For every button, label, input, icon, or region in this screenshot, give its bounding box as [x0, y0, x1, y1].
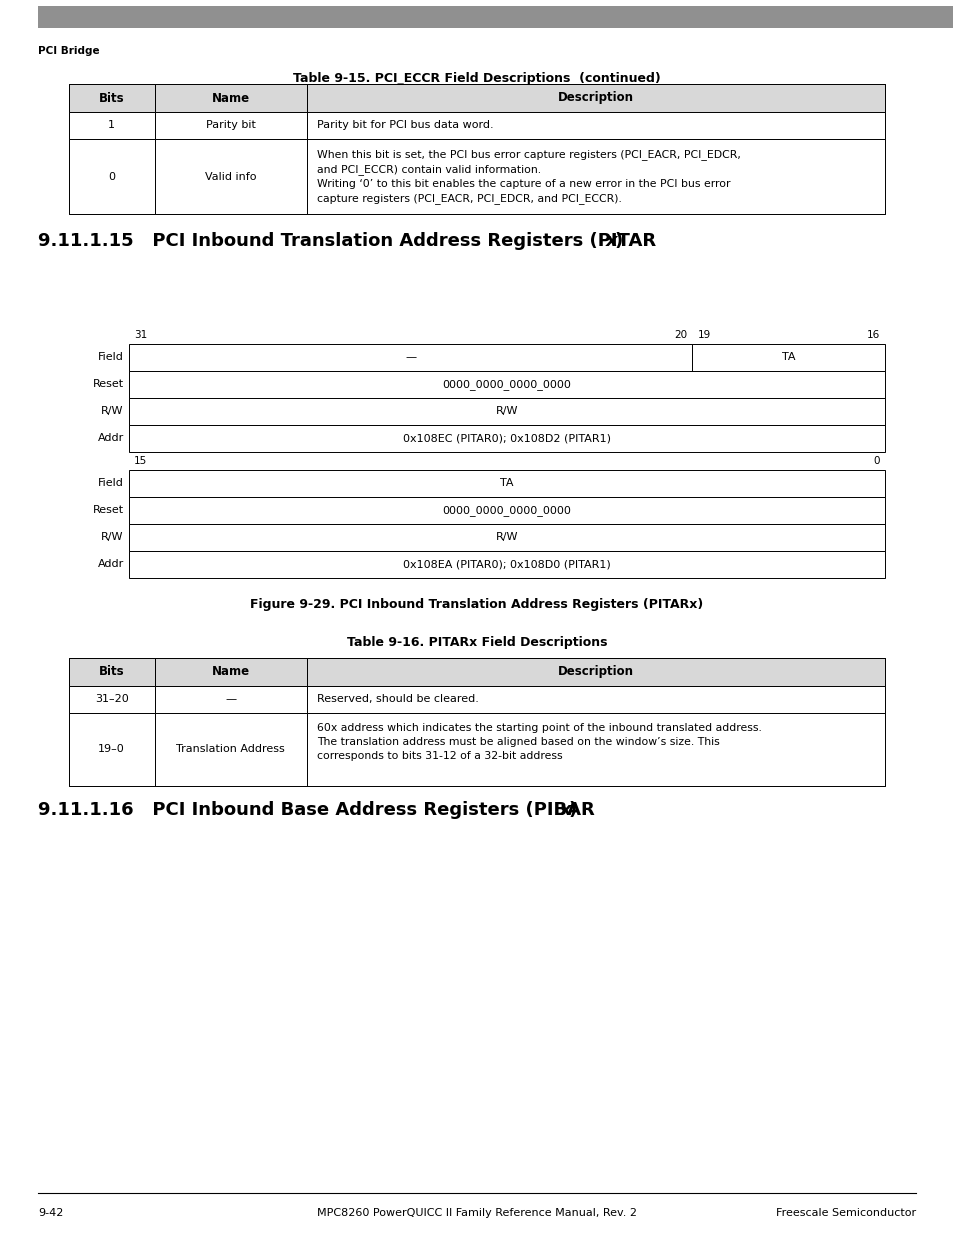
Text: Field: Field: [98, 352, 124, 363]
Text: Table 9-15. PCI_ECCR Field Descriptions  (continued): Table 9-15. PCI_ECCR Field Descriptions …: [293, 72, 660, 85]
Text: MPC8260 PowerQUICC II Family Reference Manual, Rev. 2: MPC8260 PowerQUICC II Family Reference M…: [316, 1208, 637, 1218]
Text: 0: 0: [873, 456, 880, 466]
Text: —: —: [405, 352, 416, 363]
Bar: [154, 713, 307, 785]
Bar: [307, 112, 884, 140]
Text: 31–20: 31–20: [94, 694, 129, 704]
Bar: [69, 112, 154, 140]
Bar: [69, 84, 884, 112]
Text: Reset: Reset: [92, 379, 124, 389]
Text: Reserved, should be cleared.: Reserved, should be cleared.: [316, 694, 478, 704]
Bar: [129, 345, 692, 370]
Bar: [69, 658, 154, 685]
Text: Description: Description: [558, 91, 634, 105]
Text: Bits: Bits: [99, 91, 124, 105]
Text: Addr: Addr: [97, 559, 124, 569]
Bar: [692, 345, 884, 370]
Text: Translation Address: Translation Address: [176, 745, 285, 755]
Bar: [154, 658, 307, 685]
Bar: [154, 84, 307, 112]
Text: x: x: [559, 802, 571, 819]
Text: Name: Name: [212, 91, 250, 105]
Bar: [38, 6, 953, 28]
Bar: [69, 713, 154, 785]
Text: ): ): [568, 802, 577, 819]
Text: Table 9-16. PITARx Field Descriptions: Table 9-16. PITARx Field Descriptions: [346, 636, 607, 650]
Bar: [129, 551, 884, 578]
Text: 9.11.1.15   PCI Inbound Translation Address Registers (PITAR: 9.11.1.15 PCI Inbound Translation Addres…: [38, 232, 656, 249]
Text: Parity bit: Parity bit: [206, 121, 255, 131]
Bar: [69, 685, 154, 713]
Bar: [129, 398, 884, 425]
Text: Figure 9-29. PCI Inbound Translation Address Registers (PITARx): Figure 9-29. PCI Inbound Translation Add…: [250, 598, 703, 611]
Text: When this bit is set, the PCI bus error capture registers (PCI_EACR, PCI_EDCR,
a: When this bit is set, the PCI bus error …: [316, 149, 740, 204]
Text: R/W: R/W: [101, 406, 124, 416]
Text: 1: 1: [108, 121, 115, 131]
Bar: [307, 685, 884, 713]
Text: 0000_0000_0000_0000: 0000_0000_0000_0000: [442, 379, 571, 390]
Text: 0x108EA (PITAR0); 0x108D0 (PITAR1): 0x108EA (PITAR0); 0x108D0 (PITAR1): [403, 559, 610, 569]
Text: R/W: R/W: [496, 532, 517, 542]
Bar: [69, 658, 884, 685]
Bar: [129, 370, 884, 398]
Bar: [129, 471, 884, 496]
Text: 0000_0000_0000_0000: 0000_0000_0000_0000: [442, 505, 571, 516]
Bar: [154, 685, 307, 713]
Text: 9.11.1.16   PCI Inbound Base Address Registers (PIBAR: 9.11.1.16 PCI Inbound Base Address Regis…: [38, 802, 594, 819]
Text: 31: 31: [133, 330, 147, 340]
Text: 16: 16: [866, 330, 880, 340]
Text: Addr: Addr: [97, 433, 124, 443]
Text: 0x108EC (PITAR0); 0x108D2 (PITAR1): 0x108EC (PITAR0); 0x108D2 (PITAR1): [402, 433, 611, 443]
Text: Name: Name: [212, 666, 250, 678]
Text: 0: 0: [108, 172, 115, 182]
Text: R/W: R/W: [496, 406, 517, 416]
Text: TA: TA: [499, 478, 514, 489]
Text: Bits: Bits: [99, 666, 124, 678]
Text: R/W: R/W: [101, 532, 124, 542]
Bar: [69, 685, 884, 713]
Text: 20: 20: [674, 330, 687, 340]
Text: x: x: [605, 232, 617, 249]
Text: ): ): [615, 232, 622, 249]
Text: 9-42: 9-42: [38, 1208, 63, 1218]
Bar: [129, 496, 884, 524]
Text: TA: TA: [781, 352, 795, 363]
Text: PCI Bridge: PCI Bridge: [38, 46, 99, 56]
Text: 15: 15: [133, 456, 147, 466]
Bar: [154, 112, 307, 140]
Bar: [69, 140, 884, 214]
Text: 19: 19: [697, 330, 710, 340]
Bar: [69, 84, 154, 112]
Bar: [69, 112, 884, 140]
Bar: [307, 84, 884, 112]
Text: Freescale Semiconductor: Freescale Semiconductor: [775, 1208, 915, 1218]
Bar: [69, 713, 884, 785]
Text: 19–0: 19–0: [98, 745, 125, 755]
Text: Description: Description: [558, 666, 634, 678]
Text: Field: Field: [98, 478, 124, 489]
Bar: [307, 713, 884, 785]
Bar: [129, 425, 884, 452]
Bar: [69, 140, 154, 214]
Text: Reset: Reset: [92, 505, 124, 515]
Bar: [154, 140, 307, 214]
Bar: [307, 140, 884, 214]
Text: Valid info: Valid info: [205, 172, 256, 182]
Bar: [129, 524, 884, 551]
Bar: [307, 658, 884, 685]
Text: —: —: [225, 694, 236, 704]
Text: 60x address which indicates the starting point of the inbound translated address: 60x address which indicates the starting…: [316, 722, 761, 761]
Text: Parity bit for PCI bus data word.: Parity bit for PCI bus data word.: [316, 121, 494, 131]
